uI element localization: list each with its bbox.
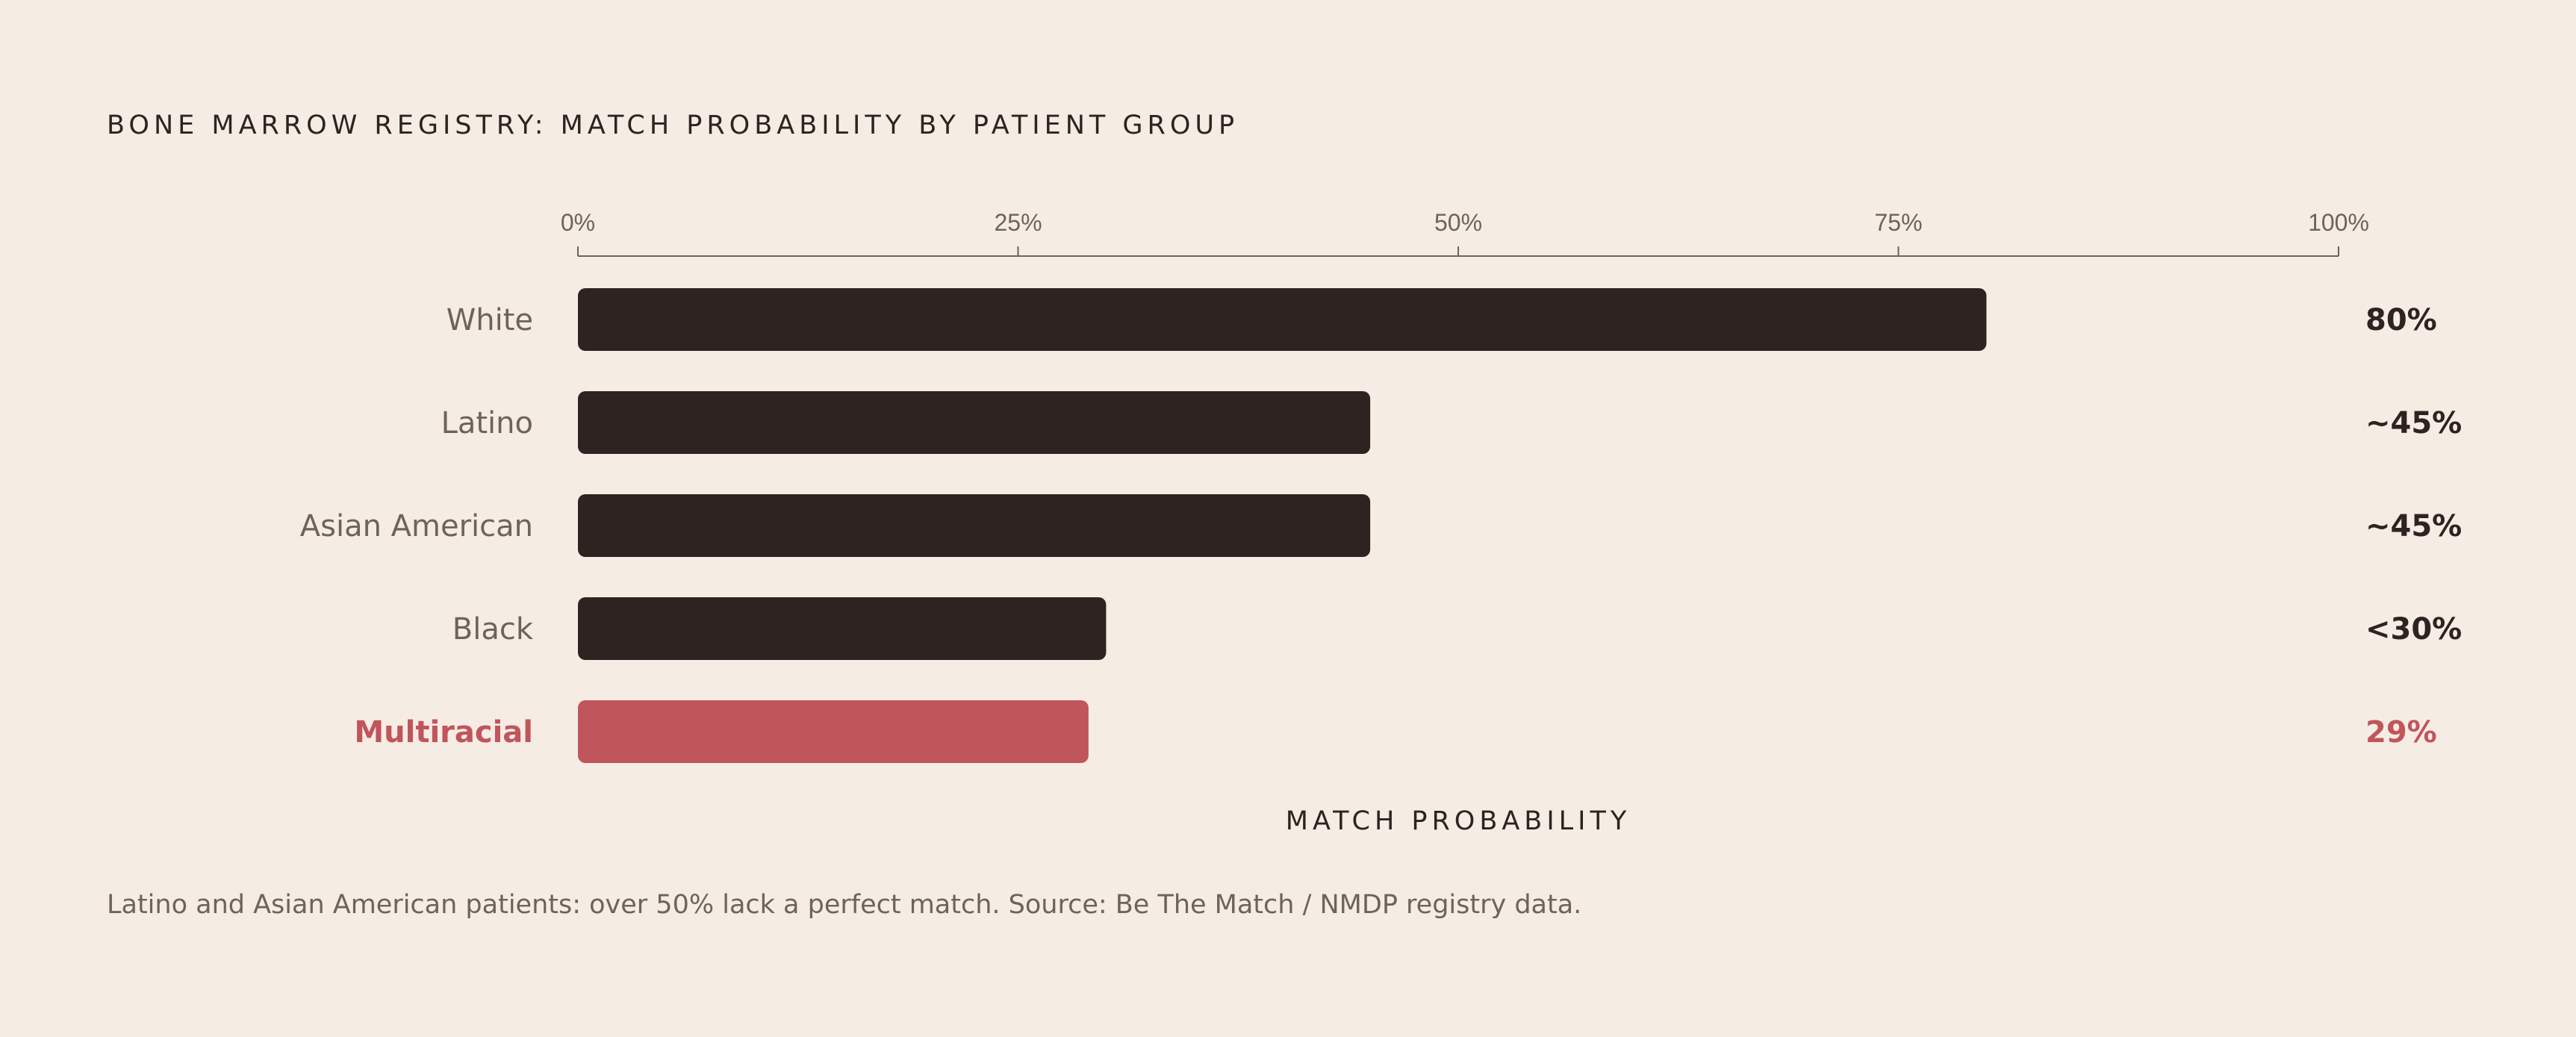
category-label: Multiracial: [354, 715, 533, 750]
bar: [578, 494, 1371, 557]
value-label: ~45%: [2365, 406, 2462, 440]
bar: [578, 597, 1107, 660]
chart-title: BONE MARROW REGISTRY: MATCH PROBABILITY …: [107, 110, 1239, 140]
value-label: ~45%: [2365, 509, 2462, 544]
value-label: 29%: [2365, 715, 2437, 750]
x-tick-label: 75%: [1874, 209, 1922, 236]
category-label: White: [447, 303, 533, 337]
footnote: Latino and Asian American patients: over…: [107, 890, 1582, 920]
x-tick-label: 100%: [2308, 209, 2369, 236]
x-tick-label: 0%: [561, 209, 595, 236]
value-label: <30%: [2365, 612, 2462, 647]
category-label: Black: [452, 612, 534, 647]
bar: [578, 391, 1371, 454]
x-tick-label: 25%: [994, 209, 1042, 236]
bar: [578, 288, 1987, 351]
bar: [578, 700, 1089, 763]
x-axis-label: MATCH PROBABILITY: [1285, 806, 1631, 836]
category-label: Latino: [441, 406, 533, 440]
category-label: Asian American: [300, 509, 533, 544]
x-tick-label: 50%: [1434, 209, 1482, 236]
value-label: 80%: [2365, 303, 2437, 337]
